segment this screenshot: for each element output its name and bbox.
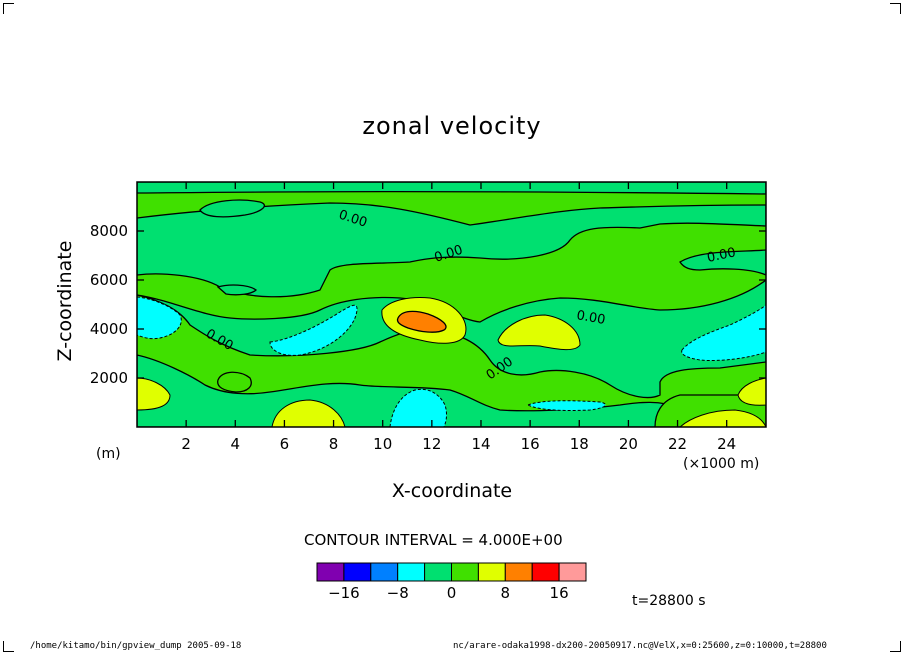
y-tick-label: 8000 bbox=[90, 222, 128, 240]
corner-mark-bottom-left bbox=[3, 641, 14, 652]
colorbar-label: 0 bbox=[447, 584, 457, 602]
x-tick-label: 20 bbox=[619, 435, 638, 453]
y-axis-label: Z-coordinate bbox=[54, 240, 76, 362]
y-tick-label: 4000 bbox=[90, 320, 128, 338]
field-band-yellow-bottom bbox=[271, 399, 346, 427]
time-label: t=28800 s bbox=[632, 593, 706, 609]
field-band-cyan-bottom-center bbox=[389, 388, 448, 427]
colorbar: −16 −8 0 8 16 bbox=[316, 562, 587, 602]
corner-mark-bottom-right bbox=[890, 641, 901, 652]
field-band-yellow-right bbox=[737, 377, 766, 406]
field-band-pos-left-oval bbox=[217, 371, 252, 393]
colorbar-swatch bbox=[531, 562, 560, 582]
field-band-yellow-mid-right bbox=[497, 314, 581, 351]
contour-field bbox=[137, 182, 766, 427]
colorbar-swatch bbox=[451, 562, 479, 582]
field-band-neg-top bbox=[137, 182, 766, 195]
x-tick-label: 6 bbox=[280, 435, 290, 453]
x-tick-label: 24 bbox=[717, 435, 736, 453]
colorbar-swatch bbox=[504, 562, 533, 582]
x-tick-label: 22 bbox=[668, 435, 687, 453]
field-band-cyan-center bbox=[269, 304, 358, 356]
colorbar-swatch bbox=[316, 562, 345, 582]
y-tick-label: 2000 bbox=[90, 369, 128, 387]
x-tick-label: 12 bbox=[422, 435, 441, 453]
x-axis-label: X-coordinate bbox=[391, 480, 513, 502]
colorbar-label: −16 bbox=[328, 584, 360, 602]
field-band-orange-core bbox=[396, 310, 447, 333]
colorbar-label: 16 bbox=[550, 584, 569, 602]
colorbar-label: −8 bbox=[387, 584, 409, 602]
contour-interval-label: CONTOUR INTERVAL = 4.000E+00 bbox=[304, 531, 563, 549]
contour-label: 0.00 bbox=[706, 245, 737, 266]
colorbar-swatch bbox=[397, 562, 426, 582]
plot-area-border bbox=[136, 181, 767, 428]
y-axis-unit: (m) bbox=[96, 446, 121, 462]
colorbar-label: 8 bbox=[501, 584, 511, 602]
corner-mark-top-left bbox=[3, 3, 14, 14]
colorbar-swatch bbox=[558, 562, 587, 582]
x-tick-label: 8 bbox=[329, 435, 339, 453]
x-tick-label: 18 bbox=[570, 435, 589, 453]
field-band-yellow-left bbox=[137, 377, 171, 411]
field-band-yellow-bottom-right bbox=[679, 409, 766, 427]
field-band-cyan-right bbox=[681, 304, 766, 361]
field-band-cyan-left bbox=[137, 296, 182, 340]
footer-left-text: /home/kitamo/bin/gpview_dump 2005-09-18 bbox=[30, 641, 242, 651]
x-tick-label: 4 bbox=[231, 435, 241, 453]
y-tick-label: 6000 bbox=[90, 271, 128, 289]
x-tick-label: 2 bbox=[181, 435, 191, 453]
field-band-neg-island-mid bbox=[216, 284, 257, 296]
footer-right-text: nc/arare-odaka1998-dx200-20050917.nc@Vel… bbox=[453, 641, 827, 651]
corner-mark-top-right bbox=[890, 3, 901, 14]
chart-title: zonal velocity bbox=[362, 112, 542, 140]
colorbar-swatch bbox=[370, 562, 399, 582]
colorbar-swatch bbox=[424, 562, 453, 582]
contour-label: 0.00 bbox=[575, 308, 606, 328]
x-tick-label: 16 bbox=[521, 435, 540, 453]
field-band-neg-island-top bbox=[199, 199, 265, 218]
colorbar-swatch bbox=[343, 562, 372, 582]
field-band-neg-upper bbox=[137, 202, 766, 298]
colorbar-swatch bbox=[477, 562, 506, 582]
field-band-neg-right bbox=[679, 249, 766, 276]
field-band-cyan-bottom-right bbox=[526, 400, 606, 411]
x-tick-label: 14 bbox=[471, 435, 490, 453]
x-axis-unit: (×1000 m) bbox=[683, 456, 760, 472]
field-band-neg-middle bbox=[137, 279, 766, 399]
x-tick-label: 10 bbox=[373, 435, 392, 453]
